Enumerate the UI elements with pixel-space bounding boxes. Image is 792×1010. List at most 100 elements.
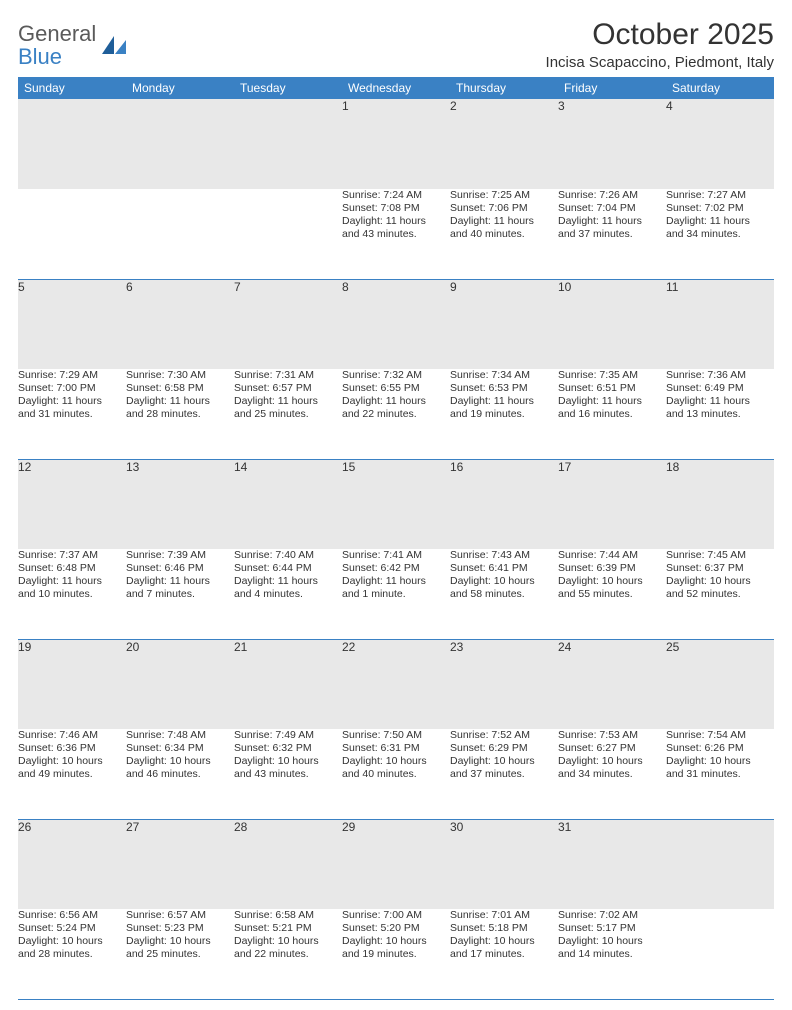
day-detail-cell: Sunrise: 7:54 AMSunset: 6:26 PMDaylight:… [666, 729, 774, 819]
day-detail-cell: Sunrise: 7:49 AMSunset: 6:32 PMDaylight:… [234, 729, 342, 819]
weekday-header: Thursday [450, 77, 558, 99]
daylight-text: and 43 minutes. [342, 228, 450, 241]
day-number-cell: 4 [666, 99, 774, 189]
day-number: 28 [234, 820, 247, 834]
daylight-text: Daylight: 10 hours [234, 935, 342, 948]
day-number: 7 [234, 280, 241, 294]
day-detail-cell [126, 189, 234, 279]
detail-row: Sunrise: 7:24 AMSunset: 7:08 PMDaylight:… [18, 189, 774, 279]
weekday-header: Monday [126, 77, 234, 99]
calendar-body: 12 34Sunrise: 7:24 AMSunset: 7:08 PMDayli… [18, 99, 774, 999]
sunrise-text: Sunrise: 6:58 AM [234, 909, 342, 922]
sunrise-text: Sunrise: 7:50 AM [342, 729, 450, 742]
day-number: 22 [342, 640, 355, 654]
day-detail-cell: Sunrise: 7:53 AMSunset: 6:27 PMDaylight:… [558, 729, 666, 819]
day-number-cell: 1 [342, 99, 450, 189]
day-number-cell: 26 [18, 819, 126, 909]
day-number-cell: 9 [450, 279, 558, 369]
day-number: 18 [666, 460, 679, 474]
day-number-cell: 3 [558, 99, 666, 189]
day-number: 30 [450, 820, 463, 834]
sunset-text: Sunset: 5:17 PM [558, 922, 666, 935]
daylight-text: and 55 minutes. [558, 588, 666, 601]
daylight-text: Daylight: 11 hours [666, 395, 774, 408]
sunset-text: Sunset: 6:57 PM [234, 382, 342, 395]
day-detail-cell [666, 909, 774, 999]
day-number: 2 [450, 99, 457, 113]
day-detail-cell: Sunrise: 7:27 AMSunset: 7:02 PMDaylight:… [666, 189, 774, 279]
day-detail-cell [18, 189, 126, 279]
sunset-text: Sunset: 6:31 PM [342, 742, 450, 755]
sunset-text: Sunset: 5:18 PM [450, 922, 558, 935]
brand-logo: General Blue [18, 18, 128, 68]
sunset-text: Sunset: 6:44 PM [234, 562, 342, 575]
day-number: 27 [126, 820, 139, 834]
day-detail-cell: Sunrise: 6:58 AMSunset: 5:21 PMDaylight:… [234, 909, 342, 999]
day-number-cell: 18 [666, 459, 774, 549]
daylight-text: Daylight: 10 hours [666, 755, 774, 768]
weekday-header: Wednesday [342, 77, 450, 99]
sunset-text: Sunset: 5:21 PM [234, 922, 342, 935]
daylight-text: and 43 minutes. [234, 768, 342, 781]
daynum-row: 262728293031 [18, 819, 774, 909]
daylight-text: Daylight: 11 hours [342, 575, 450, 588]
day-number-cell: 31 [558, 819, 666, 909]
daylight-text: Daylight: 11 hours [558, 215, 666, 228]
weekday-header: Saturday [666, 77, 774, 99]
daynum-row: 12 34 [18, 99, 774, 189]
day-number: 24 [558, 640, 571, 654]
sunrise-text: Sunrise: 7:48 AM [126, 729, 234, 742]
daylight-text: and 17 minutes. [450, 948, 558, 961]
day-number: 15 [342, 460, 355, 474]
sunrise-text: Sunrise: 7:32 AM [342, 369, 450, 382]
daynum-row: 12131415161718 [18, 459, 774, 549]
sunrise-text: Sunrise: 7:26 AM [558, 189, 666, 202]
day-number: 6 [126, 280, 133, 294]
day-number-cell: 27 [126, 819, 234, 909]
daylight-text: Daylight: 11 hours [234, 395, 342, 408]
sunrise-text: Sunrise: 6:56 AM [18, 909, 126, 922]
sunrise-text: Sunrise: 7:45 AM [666, 549, 774, 562]
day-number: 13 [126, 460, 139, 474]
day-number: 14 [234, 460, 247, 474]
daylight-text: and 19 minutes. [450, 408, 558, 421]
sunrise-text: Sunrise: 7:49 AM [234, 729, 342, 742]
daylight-text: Daylight: 11 hours [126, 395, 234, 408]
daylight-text: Daylight: 11 hours [18, 395, 126, 408]
daylight-text: and 28 minutes. [18, 948, 126, 961]
day-detail-cell: Sunrise: 7:40 AMSunset: 6:44 PMDaylight:… [234, 549, 342, 639]
sunset-text: Sunset: 6:46 PM [126, 562, 234, 575]
sunset-text: Sunset: 6:32 PM [234, 742, 342, 755]
day-detail-cell: Sunrise: 7:52 AMSunset: 6:29 PMDaylight:… [450, 729, 558, 819]
daylight-text: and 16 minutes. [558, 408, 666, 421]
day-detail-cell: Sunrise: 7:31 AMSunset: 6:57 PMDaylight:… [234, 369, 342, 459]
sunset-text: Sunset: 7:08 PM [342, 202, 450, 215]
day-number-cell [18, 99, 126, 189]
sunrise-text: Sunrise: 7:39 AM [126, 549, 234, 562]
day-number: 10 [558, 280, 571, 294]
sunrise-text: Sunrise: 7:52 AM [450, 729, 558, 742]
day-detail-cell: Sunrise: 7:00 AMSunset: 5:20 PMDaylight:… [342, 909, 450, 999]
sunset-text: Sunset: 6:42 PM [342, 562, 450, 575]
day-number-cell [126, 99, 234, 189]
daylight-text: and 58 minutes. [450, 588, 558, 601]
brand-text: General Blue [18, 22, 96, 68]
sunset-text: Sunset: 6:49 PM [666, 382, 774, 395]
sunset-text: Sunset: 6:39 PM [558, 562, 666, 575]
daylight-text: Daylight: 11 hours [666, 215, 774, 228]
sunrise-text: Sunrise: 7:02 AM [558, 909, 666, 922]
day-number-cell: 22 [342, 639, 450, 729]
day-number: 11 [666, 280, 678, 294]
day-number-cell: 14 [234, 459, 342, 549]
daylight-text: Daylight: 10 hours [126, 755, 234, 768]
daylight-text: Daylight: 10 hours [234, 755, 342, 768]
daylight-text: and 37 minutes. [558, 228, 666, 241]
daynum-row: 19202122232425 [18, 639, 774, 729]
day-number: 5 [18, 280, 25, 294]
weekday-row: Sunday Monday Tuesday Wednesday Thursday… [18, 77, 774, 99]
sunrise-text: Sunrise: 6:57 AM [126, 909, 234, 922]
daylight-text: and 13 minutes. [666, 408, 774, 421]
sunrise-text: Sunrise: 7:31 AM [234, 369, 342, 382]
day-detail-cell: Sunrise: 7:26 AMSunset: 7:04 PMDaylight:… [558, 189, 666, 279]
day-detail-cell: Sunrise: 7:01 AMSunset: 5:18 PMDaylight:… [450, 909, 558, 999]
